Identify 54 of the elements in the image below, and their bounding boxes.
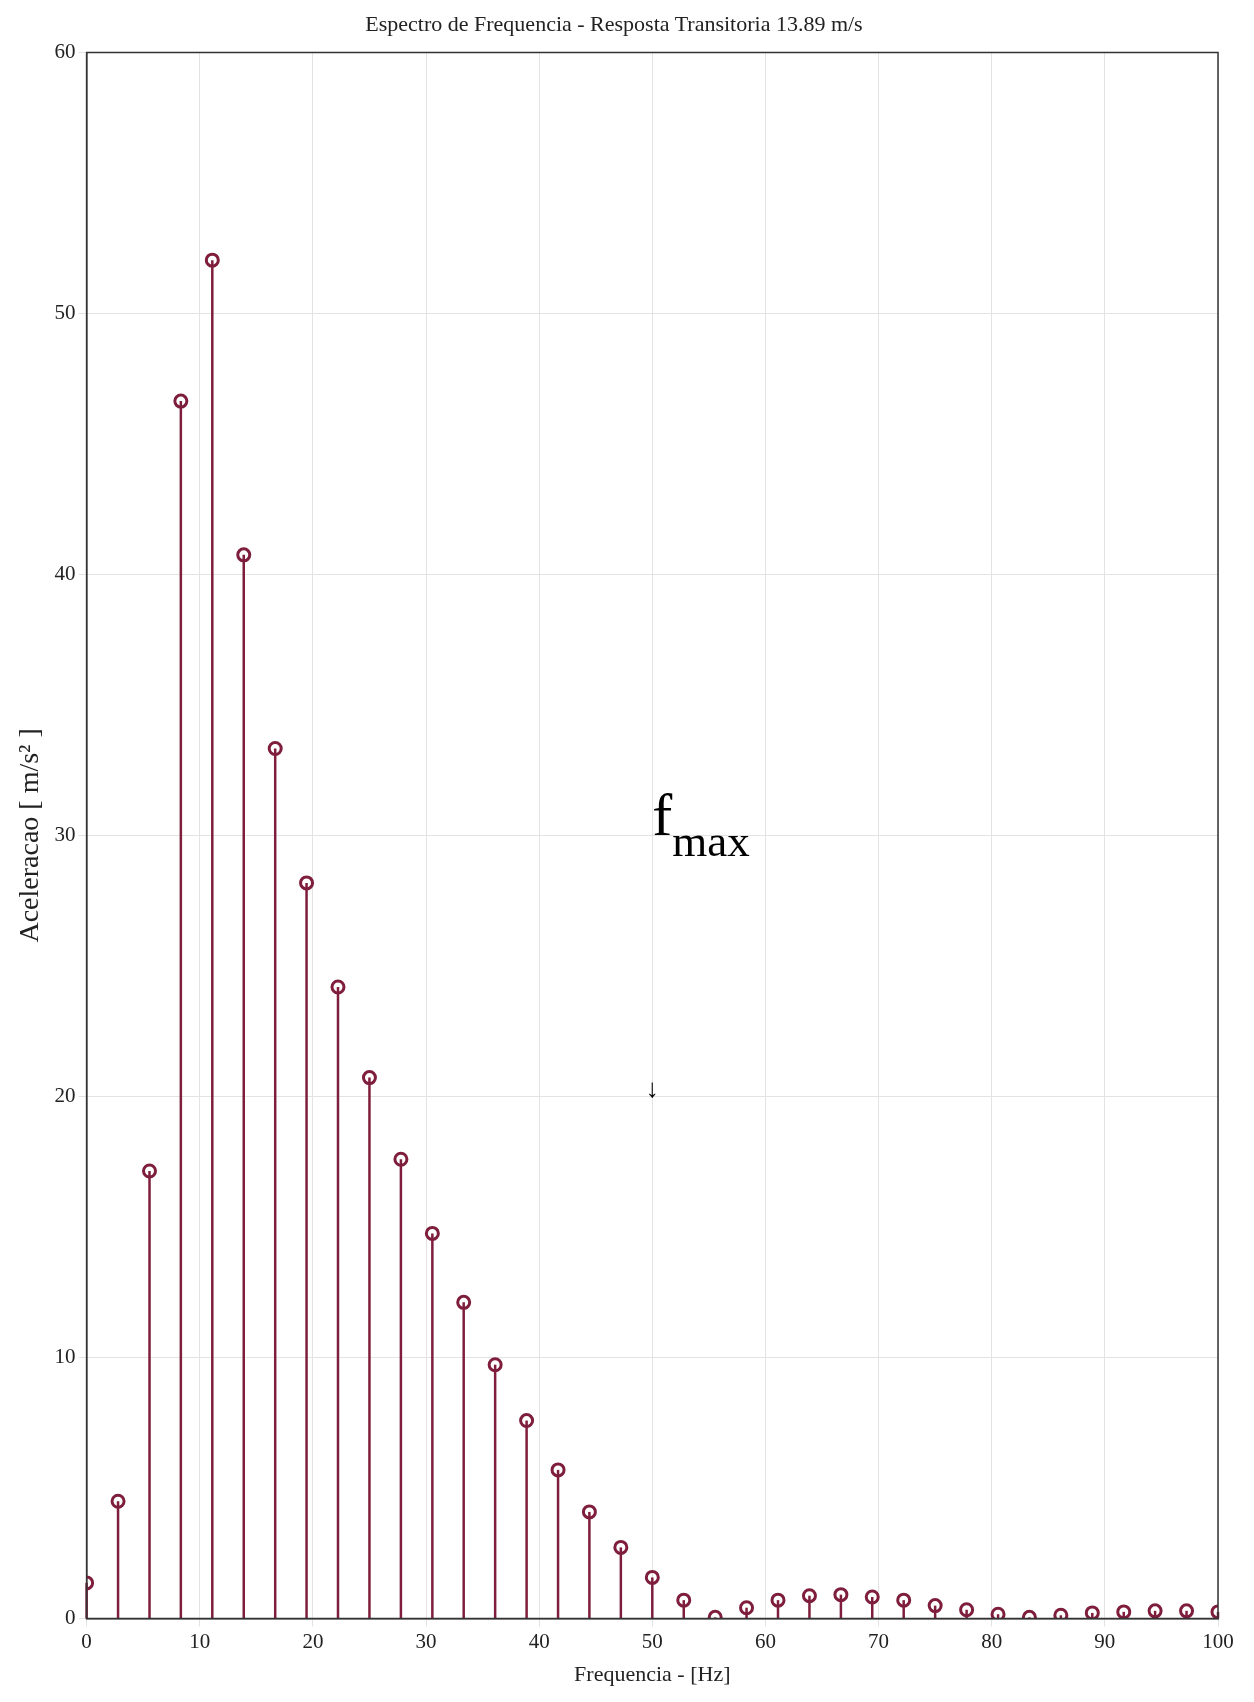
point: [550, 1462, 566, 1478]
x-tick-label: 60: [754, 1628, 776, 1653]
point: [896, 1592, 912, 1608]
point: [739, 1600, 755, 1616]
x-tick-label: 40: [528, 1628, 550, 1653]
point: [644, 1569, 660, 1585]
point: [581, 1504, 597, 1520]
x-tick-label: 50: [641, 1628, 663, 1653]
y-tick-label: 30: [54, 821, 76, 846]
y-tick-label: 60: [54, 38, 76, 63]
point: [424, 1225, 440, 1241]
y-tick-label: 10: [54, 1343, 76, 1368]
point: [770, 1592, 786, 1608]
y-tick-label: 40: [54, 560, 76, 585]
point: [1147, 1603, 1163, 1619]
x-tick-label: 0: [81, 1628, 92, 1653]
y-tick-label: 0: [65, 1604, 76, 1629]
point: [1084, 1605, 1100, 1619]
point: [1116, 1604, 1132, 1619]
point: [1179, 1603, 1195, 1619]
chart-title: Espectro de Frequencia - Resposta Transitoria 13.89 m/s: [365, 10, 863, 36]
annotation: ↓: [645, 1073, 659, 1103]
y-axis-title: Aceleracao [ m/s² ]: [13, 728, 45, 943]
point: [110, 1493, 126, 1509]
point: [519, 1413, 535, 1429]
point: [267, 740, 283, 756]
point: [833, 1587, 849, 1603]
point: [487, 1357, 503, 1373]
point: [236, 547, 252, 563]
x-tick-label: 20: [302, 1628, 324, 1653]
x-tick-label: 100: [1202, 1628, 1234, 1653]
x-tick-label: 90: [1094, 1628, 1116, 1653]
point: [361, 1070, 377, 1086]
point: [330, 979, 346, 995]
point: [864, 1589, 880, 1605]
point: [393, 1151, 409, 1167]
x-tick-label: 80: [981, 1628, 1003, 1653]
x-tick-label: 30: [415, 1628, 437, 1653]
y-tick-label: 50: [54, 299, 76, 324]
point: [173, 393, 189, 409]
x-axis-title: Frequencia - [Hz]: [574, 1660, 731, 1686]
point: [959, 1602, 975, 1618]
point: [613, 1539, 629, 1555]
point: [142, 1163, 158, 1179]
point: [927, 1598, 943, 1614]
point: [299, 875, 315, 891]
point: [676, 1592, 692, 1608]
x-tick-label: 10: [189, 1628, 211, 1653]
x-tick-label: 70: [868, 1628, 890, 1653]
point: [801, 1588, 817, 1604]
y-tick-label: 20: [54, 1082, 76, 1107]
point: [204, 252, 220, 268]
point: [456, 1294, 472, 1310]
point: [990, 1606, 1006, 1619]
